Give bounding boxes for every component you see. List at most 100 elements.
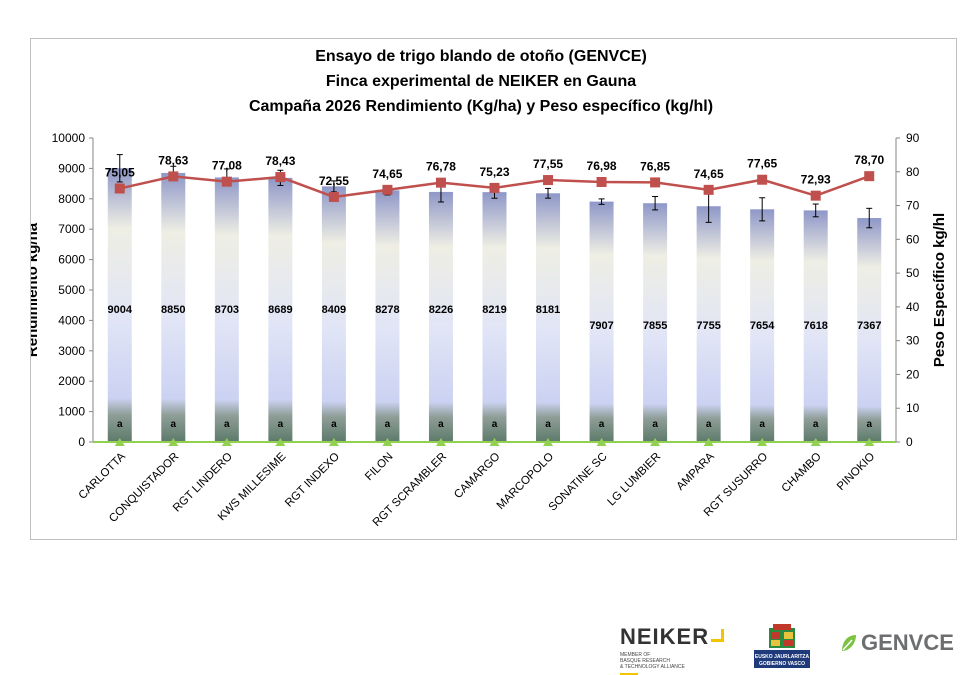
significance-letter: a	[438, 419, 444, 430]
line-value-label: 77,08	[212, 159, 242, 173]
line-value-label: 77,55	[533, 157, 563, 171]
bar-value-labels: 9004 a 8850 a 8703 a 8689 a 8409 a 8278 a 8226 a 8219 a…	[108, 304, 882, 430]
y2-tick-label: 0	[906, 435, 913, 449]
y2-tick-label: 70	[906, 199, 920, 213]
line-value-label: 74,65	[694, 167, 724, 181]
x-tick-label: CARLOTTA	[77, 450, 128, 501]
bar-value-label: 7618	[803, 320, 827, 332]
significance-letter: a	[331, 419, 337, 430]
neiker-logo: NEIKER MEMBER OF BASQUE RESEARCH & TECHN…	[620, 624, 725, 675]
chart-svg: Ensayo de trigo blando de otoño (GENVCE)…	[31, 48, 948, 529]
line-value-label: 78,43	[265, 154, 295, 168]
bar-value-label: 7755	[696, 320, 720, 332]
line-value-label: 76,78	[426, 160, 456, 174]
y-tick-label: 1000	[58, 405, 85, 419]
line-marker	[703, 184, 714, 195]
x-tick-label: CHAMBO	[780, 451, 824, 495]
y-tick-label: 10000	[52, 131, 86, 145]
x-tick-label: PINOKIO	[835, 451, 877, 493]
y2-tick-label: 60	[906, 232, 920, 246]
baseline-marker	[168, 438, 179, 446]
x-tick-label: LG LUMBIER	[605, 451, 663, 509]
line-marker	[275, 172, 286, 183]
baseline-marker	[382, 438, 393, 446]
baseline-marker	[543, 438, 554, 446]
y-tick-label: 8000	[58, 192, 85, 206]
line-series: 75,05 78,63 77,08 78,43 72,55 74,65 76,78 75,23…	[105, 153, 885, 202]
bar-value-label: 8278	[375, 304, 399, 316]
bar	[321, 186, 346, 442]
line-marker	[650, 177, 661, 188]
line-marker	[489, 182, 500, 193]
line-marker	[114, 183, 125, 194]
bar	[375, 190, 400, 442]
bar-value-label: 8689	[268, 304, 292, 316]
baseline-marker	[275, 438, 286, 446]
line-marker	[382, 184, 393, 195]
y-tick-label: 2000	[58, 374, 85, 388]
line-marker	[757, 174, 768, 185]
chart-title-line: Campaña 2026 Rendimiento (Kg/ha) y Peso …	[249, 98, 713, 115]
significance-letter: a	[813, 419, 819, 430]
baseline-marker	[489, 438, 500, 446]
genvce-leaf-icon	[842, 635, 856, 651]
baseline-marker	[810, 438, 821, 446]
line-marker	[168, 171, 179, 182]
baseline-marker	[435, 438, 446, 446]
chart-title-line: Finca experimental de NEIKER en Gauna	[326, 73, 636, 90]
bar-value-label: 8226	[429, 304, 453, 316]
y2-tick-label: 90	[906, 131, 920, 145]
y-axis-left: 0 1000 2000 3000 4000 5000 6000 7000 8000 9000 100…	[31, 131, 94, 449]
y-tick-label: 7000	[58, 222, 85, 236]
bar-value-label: 7907	[589, 320, 613, 332]
y-axis-right: 0 10 20 30 40 50 60 70 80 90 Peso Específico kg/hl	[895, 131, 948, 449]
bar-value-label: 8219	[482, 304, 506, 316]
significance-letter: a	[385, 419, 391, 430]
x-tick-label: FILON	[363, 451, 395, 483]
bar-series	[107, 168, 882, 443]
bar	[750, 209, 775, 442]
line-value-label: 78,63	[158, 153, 188, 167]
y2-axis-title: Peso Específico kg/hl	[931, 213, 948, 367]
baseline-marker	[650, 438, 661, 446]
line-marker	[435, 177, 446, 188]
significance-letter: a	[706, 419, 712, 430]
significance-letter: a	[759, 419, 765, 430]
x-tick-label: MARCOPOLO	[495, 451, 556, 512]
line-marker	[328, 191, 339, 202]
line-marker	[221, 176, 232, 187]
logo-strip: NEIKER MEMBER OF BASQUE RESEARCH & TECHN…	[0, 600, 980, 675]
neiker-logo-word: NEIKER	[620, 624, 710, 649]
bar	[857, 218, 882, 442]
y2-tick-label: 80	[906, 165, 920, 179]
bar-value-label: 7367	[857, 320, 881, 332]
line-value-label: 75,05	[105, 165, 135, 179]
genvce-logo: GENVCE	[840, 630, 954, 656]
baseline-marker	[757, 438, 768, 446]
line-marker	[596, 176, 607, 187]
chart-title-line: Ensayo de trigo blando de otoño (GENVCE)	[315, 48, 647, 65]
bar-value-label: 8409	[322, 304, 346, 316]
y2-tick-label: 10	[906, 401, 920, 415]
bar	[482, 192, 507, 442]
line-value-label: 78,70	[854, 153, 884, 167]
neiker-corner-mark	[711, 629, 725, 642]
y-tick-label: 4000	[58, 313, 85, 327]
baseline-marker	[703, 438, 714, 446]
significance-letter: a	[652, 419, 658, 430]
line-marker	[864, 171, 875, 182]
baseline-marker	[221, 438, 232, 446]
bar-value-label: 8850	[161, 304, 185, 316]
x-tick-label: RGT INDEXO	[283, 451, 342, 510]
baseline-marker	[596, 438, 607, 446]
baseline-marker	[864, 438, 875, 446]
bar	[268, 177, 293, 442]
y-tick-label: 5000	[58, 283, 85, 297]
significance-letter: a	[278, 419, 284, 430]
chart-titles: Ensayo de trigo blando de otoño (GENVCE)…	[249, 48, 713, 115]
neiker-sub-line: & TECHNOLOGY ALLIANCE	[620, 664, 685, 670]
bar	[161, 172, 186, 442]
gov-logo-line: GOBIERNO VASCO	[759, 661, 805, 667]
significance-letter: a	[117, 419, 123, 430]
line-value-label: 75,23	[479, 165, 509, 179]
